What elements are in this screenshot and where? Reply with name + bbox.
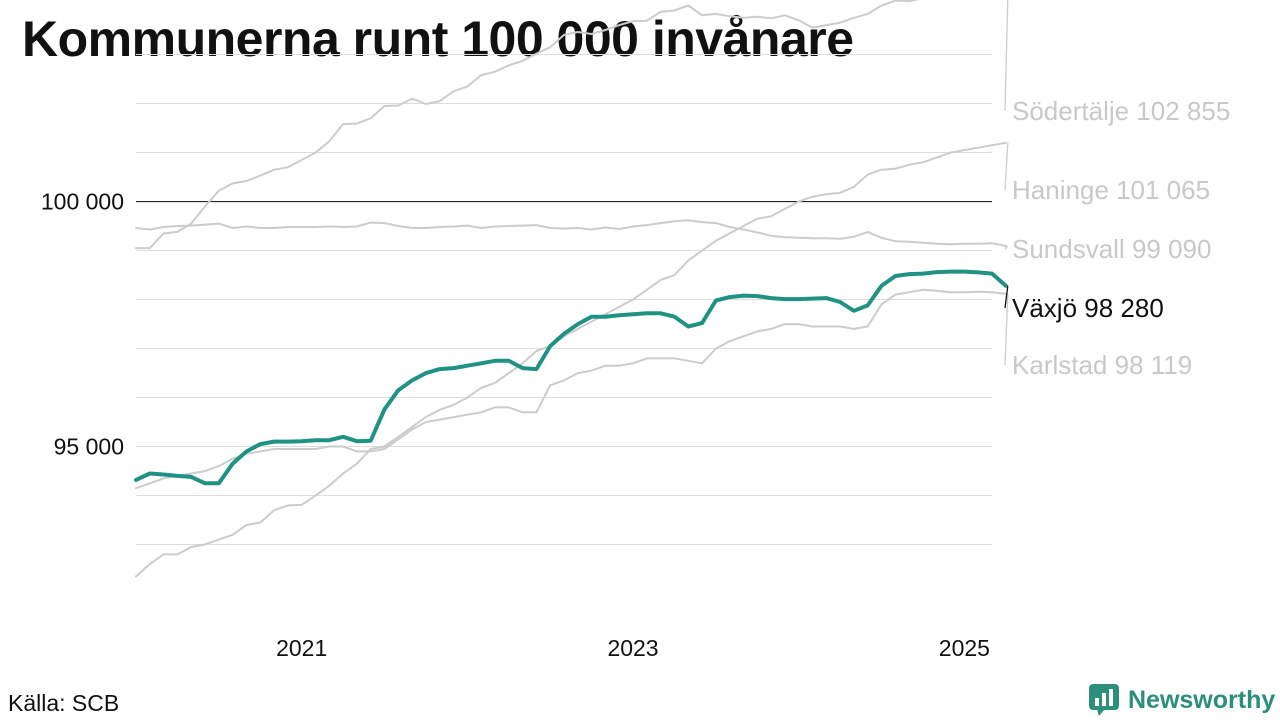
series-label: Sundsvall 99 090	[1012, 234, 1211, 264]
series-line-haninge	[135, 141, 1007, 578]
highlighted-series	[134, 269, 1008, 486]
series-line-s-dert-lje	[135, 0, 920, 250]
newsworthy-logo-icon	[1089, 684, 1119, 716]
series-labels: Södertälje 102 855 Haninge 101 065 Sundsva…	[1004, 0, 1230, 380]
x-axis-tick-labels: 2021 2023 2025	[276, 635, 990, 661]
x-tick-label: 2023	[607, 635, 658, 661]
y-tick-label: 100 000	[41, 189, 124, 215]
series-label: Karlstad 98 119	[1012, 350, 1192, 380]
muted-series	[135, 0, 1007, 578]
label-connector	[1004, 142, 1009, 191]
series-label: Södertälje 102 855	[1012, 96, 1230, 126]
series-line-v-xj-	[134, 269, 1008, 486]
brand-name: Newsworthy	[1128, 685, 1276, 714]
y-axis-tick-labels: 95 000 100 000	[41, 189, 124, 460]
series-label: Växjö 98 280	[1012, 293, 1164, 323]
label-connector	[1004, 285, 1009, 309]
x-tick-label: 2021	[276, 635, 327, 661]
brand[interactable]: Newsworthy	[1088, 683, 1275, 717]
source-note: Källa: SCB	[8, 690, 120, 716]
series-line-sundsvall	[135, 219, 1007, 248]
grid-lines	[136, 54, 992, 546]
y-tick-label: 95 000	[54, 434, 124, 460]
series-line-karlstad	[135, 288, 1007, 490]
label-connector	[1004, 245, 1009, 250]
series-label: Haninge 101 065	[1012, 175, 1210, 205]
line-chart: 95 000 100 000 2021 2023 2025 Södertälje 10…	[41, 0, 1230, 661]
label-connector	[1004, 293, 1009, 366]
x-tick-label: 2025	[939, 635, 990, 661]
chart-title: Kommunerna runt 100 000 invånare	[22, 11, 854, 67]
label-connector	[1004, 0, 1009, 112]
